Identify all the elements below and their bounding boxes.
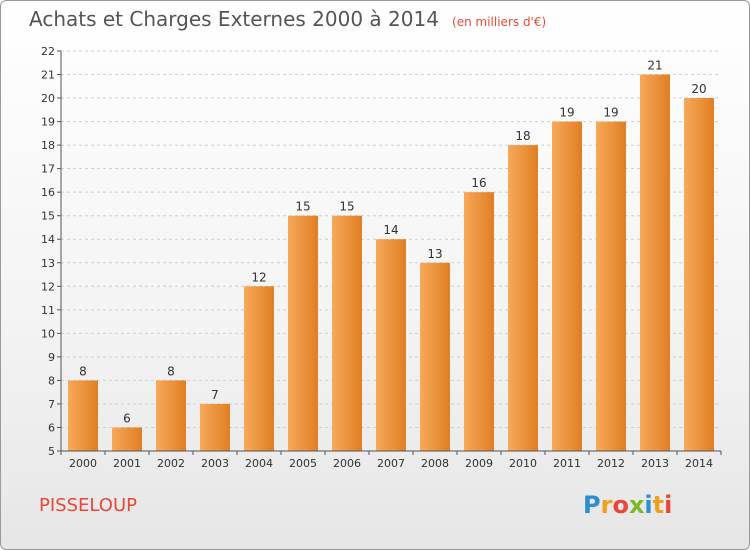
bar[interactable]: [156, 380, 186, 451]
data-label: 21: [647, 59, 662, 73]
bar[interactable]: [508, 145, 538, 451]
y-tick-label: 17: [41, 163, 55, 176]
x-tick-label: 2002: [157, 457, 185, 470]
bar[interactable]: [596, 121, 626, 452]
logo-letter: o: [612, 491, 629, 519]
x-tick-label: 2009: [465, 457, 493, 470]
x-tick-label: 2008: [421, 457, 449, 470]
chart-title: Achats et Charges Externes 2000 à 2014: [29, 7, 439, 31]
data-label: 8: [79, 364, 87, 378]
x-tick-label: 2014: [685, 457, 713, 470]
data-label: 12: [251, 270, 266, 284]
axis-layer: 5 6 7 8 9 10 11 12 13 14 15 16 17 18 19 20 21 22 2000 2001 2…: [41, 45, 722, 470]
bar[interactable]: [112, 427, 142, 451]
bars-layer: 8 6 8 7 12 15 15 14 13 16 18 19 19 21 20: [68, 59, 714, 452]
bar[interactable]: [376, 239, 406, 451]
x-tick-label: 2003: [201, 457, 229, 470]
data-label: 19: [559, 106, 574, 120]
y-tick-label: 5: [48, 445, 55, 458]
bar[interactable]: [420, 262, 450, 451]
y-tick-label: 12: [41, 280, 55, 293]
bar[interactable]: [332, 215, 362, 451]
proxiti-logo[interactable]: Proxiti: [583, 491, 672, 519]
data-label: 18: [515, 129, 530, 143]
chart-unit: (en milliers d'€): [452, 15, 547, 29]
x-tick-label: 2010: [509, 457, 537, 470]
data-label: 15: [295, 200, 310, 214]
logo-letter: t: [652, 491, 665, 519]
y-tick-label: 7: [48, 398, 55, 411]
x-tick-label: 2011: [553, 457, 581, 470]
y-tick-label: 9: [48, 351, 55, 364]
y-tick-label: 19: [41, 116, 55, 129]
data-label: 6: [123, 411, 131, 425]
x-tick-label: 2007: [377, 457, 405, 470]
x-tick-label: 2004: [245, 457, 273, 470]
x-tick-label: 2006: [333, 457, 361, 470]
data-label: 19: [603, 106, 618, 120]
data-label: 13: [427, 247, 442, 261]
y-tick-label: 18: [41, 139, 55, 152]
logo-letter: x: [628, 491, 645, 519]
y-tick-label: 8: [48, 374, 55, 387]
y-tick-label: 11: [41, 304, 55, 317]
x-tick-label: 2001: [113, 457, 141, 470]
bar[interactable]: [684, 98, 714, 451]
bar[interactable]: [640, 74, 670, 451]
commune-name: PISSELOUP: [39, 495, 137, 516]
bar[interactable]: [68, 380, 98, 451]
y-tick-label: 21: [41, 69, 55, 82]
y-tick-label: 14: [41, 233, 55, 246]
data-label: 14: [383, 223, 398, 237]
data-label: 8: [167, 364, 175, 378]
bar[interactable]: [244, 286, 274, 451]
title-row: Achats et Charges Externes 2000 à 2014 (…: [29, 7, 546, 31]
logo-letter: i: [664, 491, 673, 519]
logo-letter: r: [600, 491, 613, 519]
data-label: 20: [691, 82, 706, 96]
data-label: 15: [339, 200, 354, 214]
bar[interactable]: [288, 215, 318, 451]
y-tick-label: 15: [41, 210, 55, 223]
data-label: 7: [211, 388, 219, 402]
y-tick-label: 22: [41, 45, 55, 58]
x-tick-label: 2005: [289, 457, 317, 470]
y-tick-label: 20: [41, 92, 55, 105]
y-tick-label: 6: [48, 421, 55, 434]
bar[interactable]: [200, 403, 230, 451]
x-tick-label: 2012: [597, 457, 625, 470]
y-tick-label: 13: [41, 257, 55, 270]
logo-letter: P: [583, 491, 601, 519]
bar[interactable]: [552, 121, 582, 452]
bar[interactable]: [464, 192, 494, 452]
data-label: 16: [471, 176, 486, 190]
x-tick-label: 2000: [69, 457, 97, 470]
x-tick-label: 2013: [641, 457, 669, 470]
y-tick-label: 16: [41, 186, 55, 199]
y-tick-label: 10: [41, 327, 55, 340]
logo-letter: i: [644, 491, 653, 519]
